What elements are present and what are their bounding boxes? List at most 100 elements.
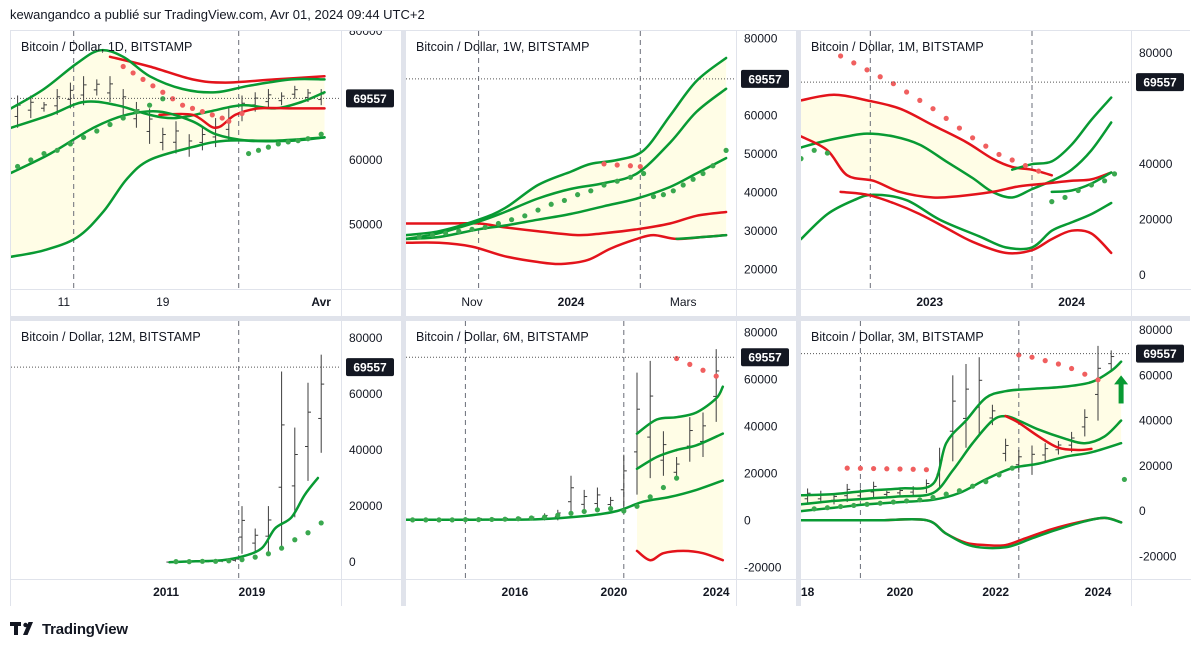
series-lower-red[interactable] <box>635 549 725 562</box>
series-upper-green[interactable] <box>635 385 725 435</box>
tradingview-logo-icon[interactable] <box>10 622 36 636</box>
series-upper-green[interactable] <box>406 56 728 237</box>
chart-title[interactable]: Bitcoin / Dollar, 1W, BITSTAMP <box>416 40 589 54</box>
price-bar[interactable] <box>305 382 311 481</box>
y-tick-label: 0 <box>744 513 751 527</box>
chart-title[interactable]: Bitcoin / Dollar, 1D, BITSTAMP <box>21 40 192 54</box>
series-base-green[interactable] <box>406 156 728 241</box>
chart-title[interactable]: Bitcoin / Dollar, 6M, BITSTAMP <box>416 330 589 344</box>
last-price-tag[interactable]: 69557 <box>346 89 394 108</box>
series-mid-red[interactable] <box>1004 414 1093 452</box>
price-bar[interactable] <box>278 371 285 550</box>
sar-dot-red <box>877 74 883 80</box>
chart-panel-6m[interactable]: -20000 0 20000 40000 60000 80000 69557 2016 2020… <box>406 321 796 606</box>
price-bar[interactable] <box>54 89 61 115</box>
price-bar[interactable] <box>291 427 298 518</box>
series-base-green[interactable] <box>406 479 725 521</box>
sar-dot-green <box>509 217 515 223</box>
price-bar[interactable] <box>265 89 272 109</box>
sar-dot-red <box>917 97 923 103</box>
chart-panel-12m[interactable]: 0 20000 40000 60000 80000 69557 2011 2019 Bitcoi… <box>11 321 401 606</box>
price-bar[interactable] <box>1095 345 1101 421</box>
series-mid-green[interactable] <box>406 87 728 241</box>
price-bar[interactable] <box>568 475 574 516</box>
price-bar[interactable] <box>1081 409 1088 437</box>
last-price-tag[interactable]: 69557 <box>741 348 789 367</box>
price-bar[interactable] <box>1042 443 1049 462</box>
price-bar[interactable] <box>252 528 259 551</box>
price-bar[interactable] <box>1002 438 1009 462</box>
price-bar[interactable] <box>581 489 588 513</box>
price-bar[interactable] <box>41 101 47 112</box>
sar-dot-red <box>226 118 232 124</box>
price-bar[interactable] <box>963 364 969 448</box>
chart-panel-1m[interactable]: 0 20000 40000 80000 69557 2023 2024 Bitcoin / D… <box>801 31 1191 316</box>
price-bar[interactable] <box>265 506 272 553</box>
price-bar[interactable] <box>67 82 74 109</box>
last-price-tag[interactable]: 69557 <box>1136 344 1184 363</box>
sar-dot-green <box>502 516 508 522</box>
price-bar[interactable] <box>949 375 956 462</box>
series-upper-red[interactable] <box>108 55 326 84</box>
sar-dot-red <box>614 162 620 168</box>
last-price-tag[interactable]: 69557 <box>1136 73 1184 92</box>
chart-title[interactable]: Bitcoin / Dollar, 1M, BITSTAMP <box>811 40 984 54</box>
price-bar[interactable] <box>883 490 890 497</box>
price-bar[interactable] <box>159 127 166 151</box>
price-bar[interactable] <box>620 454 627 509</box>
series-lower-green[interactable] <box>801 516 1123 550</box>
series-mid-red[interactable] <box>801 135 1113 199</box>
sar-dot-green <box>246 150 252 157</box>
price-bar[interactable] <box>27 95 34 119</box>
sar-dot-red <box>130 70 136 76</box>
series-top-red[interactable] <box>801 93 1054 177</box>
price-bar[interactable] <box>700 412 706 458</box>
price-bar[interactable] <box>1108 350 1115 371</box>
series-lower-green[interactable] <box>801 193 1113 251</box>
chart-svg[interactable]: 50000 60000 80000 69557 11 19 Avr Bitcoin / Dol… <box>11 31 401 316</box>
series-mid-green[interactable] <box>801 414 1123 506</box>
chart-panel-3m[interactable]: -20000 0 20000 40000 60000 80000 69557 18 2020 20… <box>801 321 1191 606</box>
price-bar[interactable] <box>1015 450 1022 473</box>
chart-panel-1w[interactable]: 20000 30000 40000 50000 60000 80000 69557 Nov 20… <box>406 31 796 316</box>
chart-title[interactable]: Bitcoin / Dollar, 3M, BITSTAMP <box>811 330 984 344</box>
chart-svg[interactable]: 0 20000 40000 60000 80000 69557 2011 2019 Bitcoi… <box>11 321 401 606</box>
footer-brand[interactable]: TradingView <box>42 620 128 638</box>
price-bar[interactable] <box>80 76 87 106</box>
chart-svg[interactable]: 20000 30000 40000 50000 60000 80000 69557 Nov 20… <box>406 31 796 316</box>
last-price-tag[interactable]: 69557 <box>346 358 394 377</box>
series-lower-green[interactable] <box>675 233 728 241</box>
price-bar[interactable] <box>713 349 720 422</box>
price-bar[interactable] <box>318 354 325 453</box>
sar-dot-green <box>650 193 657 200</box>
chart-svg[interactable]: -20000 0 20000 40000 60000 80000 69557 2016 2020… <box>406 321 796 606</box>
series-top-green[interactable] <box>801 360 1123 497</box>
series-mid-green[interactable] <box>635 432 725 471</box>
cloud-fill <box>637 386 723 561</box>
y-tick-label: 50000 <box>349 218 383 232</box>
price-bar[interactable] <box>107 76 113 102</box>
y-tick-label: -20000 <box>1139 549 1177 563</box>
price-bar[interactable] <box>647 360 654 479</box>
chart-title[interactable]: Bitcoin / Dollar, 12M, BITSTAMP <box>21 330 201 344</box>
chart-svg[interactable]: -20000 0 20000 40000 60000 80000 69557 18 2020 20… <box>801 321 1191 606</box>
price-bar[interactable] <box>199 127 206 151</box>
sar-dot-green <box>634 503 640 509</box>
last-price-tag[interactable]: 69557 <box>741 69 789 88</box>
chart-panel-1d[interactable]: 50000 60000 80000 69557 11 19 Avr Bitcoin / Dol… <box>11 31 401 316</box>
series-lowest-red[interactable] <box>839 190 1113 255</box>
series-upper-green[interactable] <box>1010 96 1113 171</box>
price-bar[interactable] <box>239 506 245 554</box>
price-bar[interactable] <box>173 121 179 154</box>
chart-svg[interactable]: 0 20000 40000 80000 69557 2023 2024 Bitcoin / D… <box>801 31 1191 316</box>
series-upper-green[interactable] <box>11 48 326 110</box>
series-lowest-green[interactable] <box>11 136 326 259</box>
sar-dot-red <box>897 466 903 472</box>
price-bar[interactable] <box>93 79 100 96</box>
price-bar[interactable] <box>804 488 811 505</box>
price-bar[interactable] <box>291 85 298 99</box>
series-base-green[interactable] <box>1050 171 1113 194</box>
series-mid-red[interactable] <box>158 106 326 130</box>
sar-dot-green <box>528 515 534 521</box>
series-mid-green[interactable] <box>801 121 1113 199</box>
